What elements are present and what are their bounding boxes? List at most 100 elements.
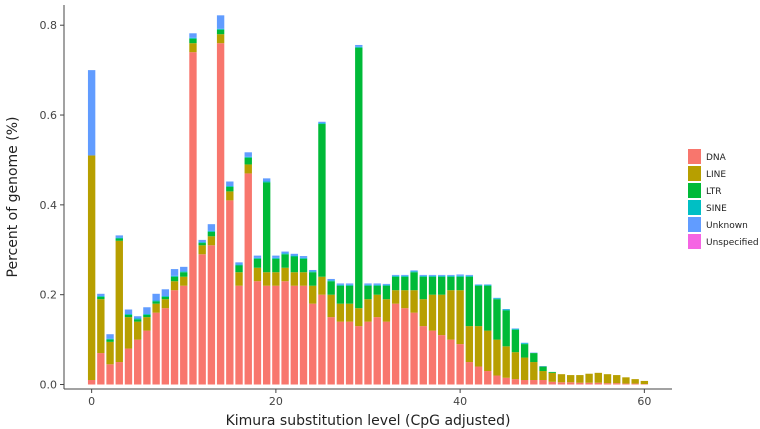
bar-segment-unknown-3: [115, 235, 123, 238]
bar-segment-ltr-48: [530, 353, 538, 363]
bars-layer: [87, 15, 649, 385]
y-tick-label: 0.4: [40, 199, 58, 212]
bar-segment-dna-49: [539, 380, 547, 385]
bar-segment-unknown-36: [419, 274, 427, 276]
bar-segment-ltr-3: [115, 238, 123, 241]
bar-segment-ltr-29: [355, 47, 363, 309]
bar-segment-ltr-24: [309, 272, 317, 286]
bar-segment-dna-1: [97, 353, 105, 385]
bar-segment-sine-6: [143, 314, 151, 315]
bar-segment-unknown-28: [345, 283, 354, 285]
bar-segment-dna-34: [401, 308, 409, 385]
bar-segment-ltr-44: [493, 299, 501, 340]
bar-segment-unknown-15: [226, 181, 234, 186]
bar-segment-line-55: [594, 372, 602, 383]
bar-segment-ltr-30: [364, 285, 372, 300]
bar-segment-dna-55: [594, 382, 602, 385]
bar-segment-ltr-43: [484, 285, 492, 331]
y-tick-label: 0.0: [40, 379, 58, 392]
bar-segment-dna-52: [566, 382, 575, 385]
y-tick-label: 0.6: [40, 109, 58, 122]
y-tick-label: 0.8: [40, 19, 58, 32]
bar-segment-ltr-13: [207, 231, 216, 237]
bar-segment-dna-10: [180, 285, 188, 385]
bar-segment-sine-35: [410, 271, 418, 273]
bar-segment-dna-31: [373, 317, 381, 385]
bar-segment-dna-38: [438, 335, 446, 385]
bar-segment-line-45: [502, 346, 510, 378]
bar-segment-unknown-23: [299, 256, 308, 258]
bar-segment-line-24: [309, 285, 317, 304]
bar-segment-dna-2: [106, 364, 114, 385]
bar-segment-sine-40: [456, 275, 464, 277]
bar-segment-dna-25: [318, 294, 326, 385]
bar-segment-dna-13: [207, 245, 216, 385]
bar-segment-ltr-9: [170, 276, 179, 282]
bar-segment-dna-3: [115, 362, 123, 385]
bar-segment-line-30: [364, 299, 372, 322]
bar-segment-sine-3: [115, 237, 123, 239]
bar-segment-unknown-19: [262, 178, 271, 182]
bar-segment-line-60: [640, 380, 649, 385]
bar-segment-line-10: [180, 276, 188, 286]
bar-segment-ltr-14: [216, 29, 225, 35]
bar-segment-unknown-16: [235, 262, 243, 265]
bar-segment-line-34: [401, 290, 409, 309]
bar-segment-dna-47: [520, 380, 529, 385]
bar-segment-dna-33: [391, 303, 400, 385]
bar-segment-sine-23: [299, 257, 308, 259]
bar-segment-ltr-34: [401, 276, 409, 291]
bar-segment-sine-37: [428, 275, 437, 277]
bar-segment-dna-19: [262, 285, 271, 385]
bar-segment-dna-37: [428, 330, 437, 385]
bar-segment-dna-46: [511, 379, 520, 385]
bar-segment-sine-20: [272, 257, 280, 259]
bar-segment-line-3: [115, 240, 123, 363]
bar-segment-line-40: [456, 290, 464, 345]
x-tick-label: 20: [269, 395, 283, 408]
bar-segment-dna-39: [447, 339, 455, 385]
bar-segment-ltr-40: [456, 276, 464, 291]
x-axis-title: Kimura substitution level (CpG adjusted): [226, 413, 511, 429]
bar-segment-dna-54: [585, 382, 593, 385]
bar-segment-line-11: [189, 43, 197, 53]
bar-segment-unknown-39: [447, 274, 455, 276]
bar-segment-line-39: [447, 290, 455, 340]
bar-segment-line-51: [557, 374, 566, 383]
legend-label-line: LINE: [706, 170, 726, 180]
bar-segment-dna-24: [309, 303, 317, 385]
bar-segment-line-23: [299, 272, 308, 286]
bar-segment-sine-43: [484, 284, 492, 286]
bar-segment-dna-48: [530, 380, 538, 385]
bar-segment-line-6: [143, 317, 151, 331]
bar-segment-line-46: [511, 352, 520, 380]
bar-segment-ltr-45: [502, 310, 510, 347]
bar-segment-sine-22: [290, 255, 298, 257]
bar-segment-unknown-14: [216, 15, 225, 29]
bar-segment-ltr-20: [272, 258, 280, 273]
bar-segment-ltr-16: [235, 265, 243, 273]
bar-segment-ltr-39: [447, 276, 455, 291]
legend-swatch-unspecified: [688, 234, 701, 249]
bar-segment-line-59: [631, 379, 639, 384]
bar-segment-unknown-27: [336, 283, 345, 285]
bar-segment-dna-26: [327, 317, 335, 385]
bar-segment-ltr-17: [244, 157, 252, 165]
bar-segment-sine-13: [207, 230, 216, 232]
bar-segment-sine-47: [520, 343, 529, 345]
bar-segment-sine-9: [170, 275, 179, 277]
bar-segment-ltr-15: [226, 186, 234, 192]
bar-segment-unknown-11: [189, 33, 197, 38]
bar-segment-dna-50: [548, 381, 556, 385]
bar-segment-sine-39: [447, 275, 455, 277]
bar-segment-line-8: [161, 299, 170, 309]
bar-segment-ltr-28: [345, 285, 354, 304]
bar-segment-ltr-42: [474, 285, 483, 327]
bar-segment-dna-0: [87, 380, 96, 385]
bar-segment-unknown-18: [253, 255, 262, 258]
x-ticks: 0 20 40 60: [88, 389, 651, 408]
bar-segment-line-5: [134, 321, 142, 340]
bar-segment-ltr-5: [134, 319, 142, 322]
bar-segment-sine-10: [180, 271, 188, 273]
bar-segment-sine-46: [511, 328, 520, 330]
